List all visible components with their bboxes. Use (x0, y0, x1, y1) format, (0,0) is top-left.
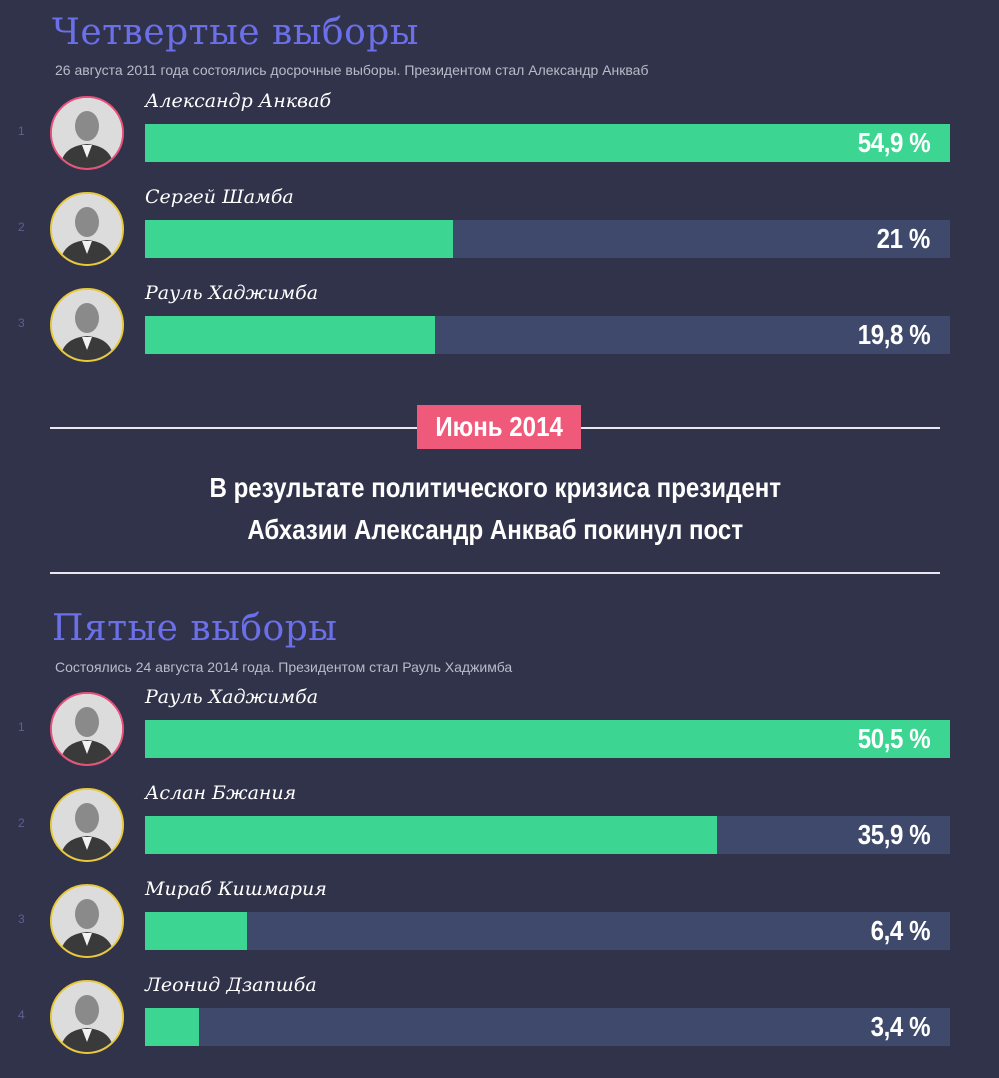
candidate-name: Рауль Хаджимба (145, 282, 319, 304)
candidate-row: 1 Александр Анкваб 54,9 % (0, 90, 999, 192)
person-photo-icon (52, 98, 122, 168)
bar (145, 316, 435, 354)
candidate-name: Александр Анкваб (145, 90, 332, 112)
bar-value-label: 3,4 % (870, 1011, 931, 1042)
date-label: Июнь 2014 (435, 411, 563, 442)
bar-track: 19,8 % (145, 316, 950, 354)
person-photo-icon (52, 694, 122, 764)
event-description: В результате политического кризиса прези… (100, 467, 890, 551)
section-title: Четвертые выборы (52, 12, 419, 53)
bar-track: 3,4 % (145, 1008, 950, 1046)
section-subtitle: Состоялись 24 августа 2014 года. Президе… (55, 659, 513, 675)
rank-number: 3 (18, 912, 25, 926)
candidate-avatar (50, 980, 124, 1054)
rank-number: 4 (18, 1008, 25, 1022)
divider-line (50, 572, 940, 574)
section-subtitle: 26 августа 2011 года состоялись досрочны… (55, 62, 649, 78)
candidate-avatar (50, 96, 124, 170)
person-photo-icon (52, 290, 122, 360)
bar (145, 720, 950, 758)
bar-track: 35,9 % (145, 816, 950, 854)
bar-track: 54,9 % (145, 124, 950, 162)
rank-number: 1 (18, 124, 25, 138)
section-title: Пятые выборы (52, 608, 338, 649)
event-line-2: Абхазии Александр Анкваб покинул пост (247, 514, 743, 545)
candidate-row: 1 Рауль Хаджимба 50,5 % (0, 686, 999, 788)
bar-track: 21 % (145, 220, 950, 258)
candidate-name: Аслан Бжания (145, 782, 297, 804)
rank-number: 1 (18, 720, 25, 734)
bar (145, 124, 950, 162)
bar-value-label: 54,9 % (857, 127, 931, 158)
rank-number: 2 (18, 816, 25, 830)
bar (145, 1008, 199, 1046)
rank-number: 2 (18, 220, 25, 234)
bar-track: 6,4 % (145, 912, 950, 950)
candidate-row: 4 Леонид Дзапшба 3,4 % (0, 974, 999, 1076)
candidate-avatar (50, 788, 124, 862)
bar-value-label: 50,5 % (857, 723, 931, 754)
bar-value-label: 6,4 % (870, 915, 931, 946)
candidate-name: Сергей Шамба (145, 186, 294, 208)
person-photo-icon (52, 886, 122, 956)
rank-number: 3 (18, 316, 25, 330)
candidate-name: Мираб Кишмария (145, 878, 327, 900)
person-photo-icon (52, 194, 122, 264)
candidate-avatar (50, 192, 124, 266)
candidate-avatar (50, 288, 124, 362)
candidate-row: 3 Мираб Кишмария 6,4 % (0, 878, 999, 980)
bar (145, 220, 453, 258)
candidate-row: 2 Сергей Шамба 21 % (0, 186, 999, 288)
bar-track: 50,5 % (145, 720, 950, 758)
candidate-name: Леонид Дзапшба (145, 974, 317, 996)
event-line-1: В результате политического кризиса прези… (209, 472, 781, 503)
person-photo-icon (52, 790, 122, 860)
candidate-row: 2 Аслан Бжания 35,9 % (0, 782, 999, 884)
bar-value-label: 19,8 % (857, 319, 931, 350)
bar-value-label: 21 % (876, 223, 931, 254)
date-badge: Июнь 2014 (417, 405, 581, 449)
candidate-avatar (50, 884, 124, 958)
bar (145, 912, 247, 950)
person-photo-icon (52, 982, 122, 1052)
candidate-avatar (50, 692, 124, 766)
candidate-row: 3 Рауль Хаджимба 19,8 % (0, 282, 999, 384)
bar (145, 816, 717, 854)
bar-value-label: 35,9 % (857, 819, 931, 850)
candidate-name: Рауль Хаджимба (145, 686, 319, 708)
